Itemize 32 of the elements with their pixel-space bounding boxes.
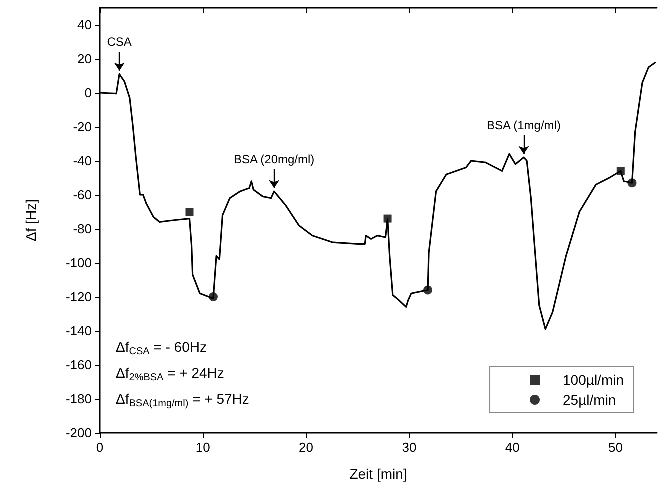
point [208,292,218,302]
x-tick-label: 10 [196,440,210,455]
point [384,214,392,223]
y-tick-label: -100 [66,256,92,270]
point [616,167,625,176]
y-tick-label: 0 [84,86,92,100]
y-tick-label: -180 [66,392,92,406]
x-axis-title: Zeit [min] [350,466,408,482]
x-tick-label: 40 [505,440,520,455]
legend-label: 100µl/min [563,372,624,388]
annotation: BSA (1mg/ml) [486,118,561,132]
point [424,286,433,295]
y-tick-label: -20 [73,120,92,134]
x-tick-label: 30 [402,440,417,455]
y-tick-label: -40 [73,154,92,168]
annotation: CSA [107,35,132,50]
x-tick-label: 0 [96,440,104,455]
y-tick-label: 40 [78,18,92,32]
point [186,208,194,216]
x-tick-label: 50 [608,440,623,455]
y-tick-label: -80 [73,222,92,236]
legend-label: 25µl/min [563,392,616,408]
annotation: BSA (20mg/ml) [234,152,315,166]
y-tick-label: -160 [66,358,92,372]
y-tick-label: -60 [73,188,92,202]
y-tick-label: -200 [66,426,92,440]
x-tick-label: 20 [299,440,314,455]
y-tick-label: -120 [66,290,92,304]
y-axis-title: Δf [Hz] [23,199,39,242]
point [628,178,637,188]
y-tick-label: 20 [78,52,92,66]
y-tick-label: -140 [66,324,92,338]
